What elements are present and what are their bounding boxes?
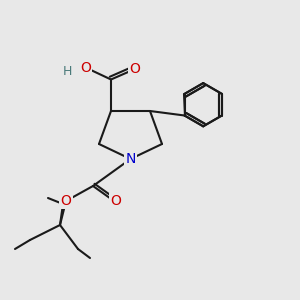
Text: O: O xyxy=(130,62,140,76)
Text: O: O xyxy=(80,61,91,74)
Text: N: N xyxy=(125,152,136,166)
Text: O: O xyxy=(110,194,121,208)
Text: O: O xyxy=(61,194,71,208)
Text: H: H xyxy=(63,65,72,79)
